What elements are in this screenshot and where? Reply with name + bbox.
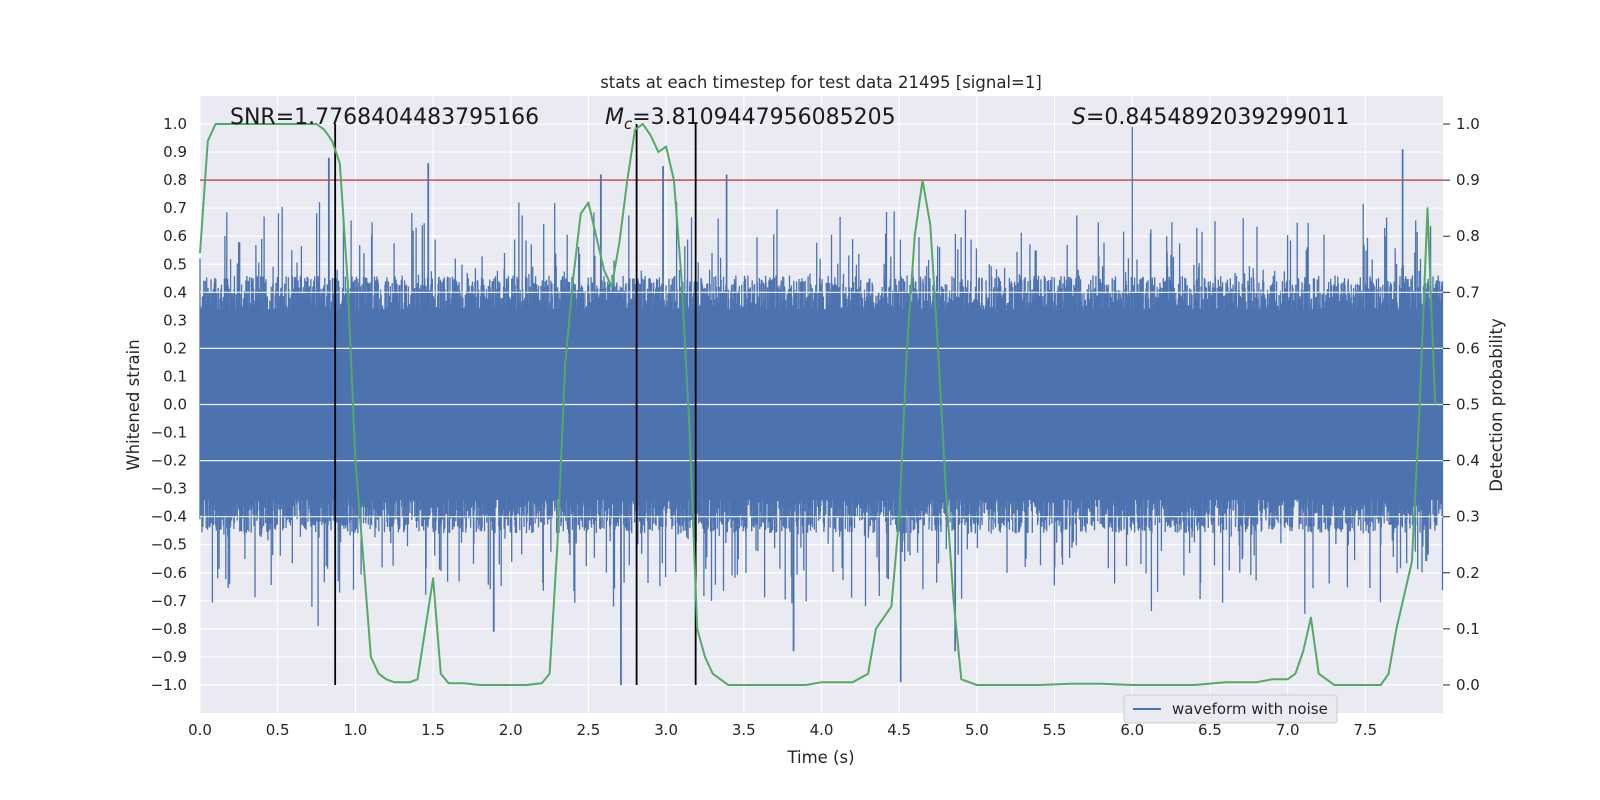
y-left-tick-label: −1.0 bbox=[151, 676, 187, 694]
y-right-tick-label: 0.4 bbox=[1456, 452, 1480, 470]
snr-annotation: SNR=1.7768404483795166 bbox=[230, 105, 539, 130]
x-tick-label: 5.5 bbox=[1043, 721, 1067, 739]
y-left-tick-label: −0.7 bbox=[151, 592, 187, 610]
x-tick-label: 7.5 bbox=[1353, 721, 1377, 739]
x-tick-label: 7.0 bbox=[1276, 721, 1300, 739]
legend-label: waveform with noise bbox=[1172, 700, 1328, 718]
x-tick-labels: 0.0 0.5 1.0 1.5 2.0 2.5 3.0 3.5 4.0 4.5 5.0 5.5 6.0 6… bbox=[188, 721, 1377, 739]
y-right-tick-label: 0.9 bbox=[1456, 171, 1480, 189]
y-left-tick-label: 0.7 bbox=[163, 199, 187, 217]
legend-box bbox=[1123, 694, 1338, 724]
s-symbol: S bbox=[1072, 105, 1086, 130]
y-left-tick-label: −0.4 bbox=[151, 508, 187, 526]
waveform-series bbox=[199, 126, 1444, 685]
y-left-tick-label: −0.5 bbox=[151, 536, 187, 554]
x-tick-label: 4.5 bbox=[887, 721, 911, 739]
x-tick-label: 2.5 bbox=[577, 721, 601, 739]
y-right-tick-labels: 1.0 0.9 0.8 0.7 0.6 0.5 0.4 0.3 0.2 0.1 0.0 bbox=[1443, 115, 1480, 694]
y-left-tick-labels: 1.0 0.9 0.8 0.7 0.6 0.5 0.4 0.3 0.2 0.1 0.0 −0.1 −0.… bbox=[151, 115, 187, 694]
y-left-tick-label: 0.8 bbox=[163, 171, 187, 189]
y-right-tick-label: 0.8 bbox=[1456, 227, 1480, 245]
y-right-tick-label: 0.2 bbox=[1456, 564, 1480, 582]
y-left-tick-label: 1.0 bbox=[163, 115, 187, 133]
y-left-tick-label: 0.5 bbox=[163, 255, 187, 273]
y-left-tick-label: 0.1 bbox=[163, 367, 187, 385]
y-left-tick-label: 0.4 bbox=[163, 283, 187, 301]
x-tick-label: 6.0 bbox=[1120, 721, 1144, 739]
y-left-tick-label: 0.0 bbox=[163, 396, 187, 414]
x-tick-label: 1.0 bbox=[343, 721, 367, 739]
y-right-tick-label: 0.0 bbox=[1456, 676, 1480, 694]
chart-title: stats at each timestep for test data 214… bbox=[600, 73, 1042, 92]
legend: waveform with noise bbox=[1123, 694, 1338, 724]
x-tick-label: 0.0 bbox=[188, 721, 212, 739]
y-right-tick-label: 0.1 bbox=[1456, 620, 1480, 638]
y-left-tick-label: 0.3 bbox=[163, 311, 187, 329]
y-left-tick-label: −0.1 bbox=[151, 424, 187, 442]
x-tick-label: 4.0 bbox=[810, 721, 834, 739]
chirp-mass-subscript: c bbox=[624, 115, 633, 133]
x-tick-label: 1.5 bbox=[421, 721, 445, 739]
y-right-tick-label: 0.7 bbox=[1456, 283, 1480, 301]
s-annotation: S=0.8454892039299011 bbox=[1072, 105, 1349, 130]
y-right-tick-label: 0.6 bbox=[1456, 339, 1480, 357]
x-axis-label: Time (s) bbox=[786, 748, 854, 767]
chirp-mass-annotation: Mc=3.8109447956085205 bbox=[605, 105, 896, 133]
y-left-axis-label: Whitened strain bbox=[124, 339, 143, 470]
x-tick-label: 3.5 bbox=[732, 721, 756, 739]
y-right-tick-label: 1.0 bbox=[1456, 115, 1480, 133]
s-value: =0.8454892039299011 bbox=[1086, 105, 1349, 130]
y-left-tick-label: 0.2 bbox=[163, 339, 187, 357]
y-left-tick-label: −0.2 bbox=[151, 452, 187, 470]
x-tick-label: 0.5 bbox=[266, 721, 290, 739]
probability-series bbox=[199, 123, 1437, 686]
y-left-tick-label: −0.8 bbox=[151, 620, 187, 638]
y-left-tick-label: −0.3 bbox=[151, 480, 187, 498]
y-left-tick-label: −0.9 bbox=[151, 648, 187, 666]
chirp-mass-symbol: M bbox=[605, 105, 624, 130]
probability-line bbox=[199, 123, 1437, 686]
y-left-tick-label: −0.6 bbox=[151, 564, 187, 582]
x-tick-label: 5.0 bbox=[965, 721, 989, 739]
x-tick-label: 6.5 bbox=[1198, 721, 1222, 739]
y-right-axis-label: Detection probability bbox=[1487, 318, 1506, 492]
y-right-tick-label: 0.3 bbox=[1456, 508, 1480, 526]
x-tick-label: 2.0 bbox=[499, 721, 523, 739]
y-right-tick-label: 0.5 bbox=[1456, 396, 1480, 414]
chirp-mass-value: =3.8109447956085205 bbox=[632, 105, 895, 130]
y-left-tick-label: 0.9 bbox=[163, 143, 187, 161]
y-left-tick-label: 0.6 bbox=[163, 227, 187, 245]
x-tick-label: 3.0 bbox=[654, 721, 678, 739]
